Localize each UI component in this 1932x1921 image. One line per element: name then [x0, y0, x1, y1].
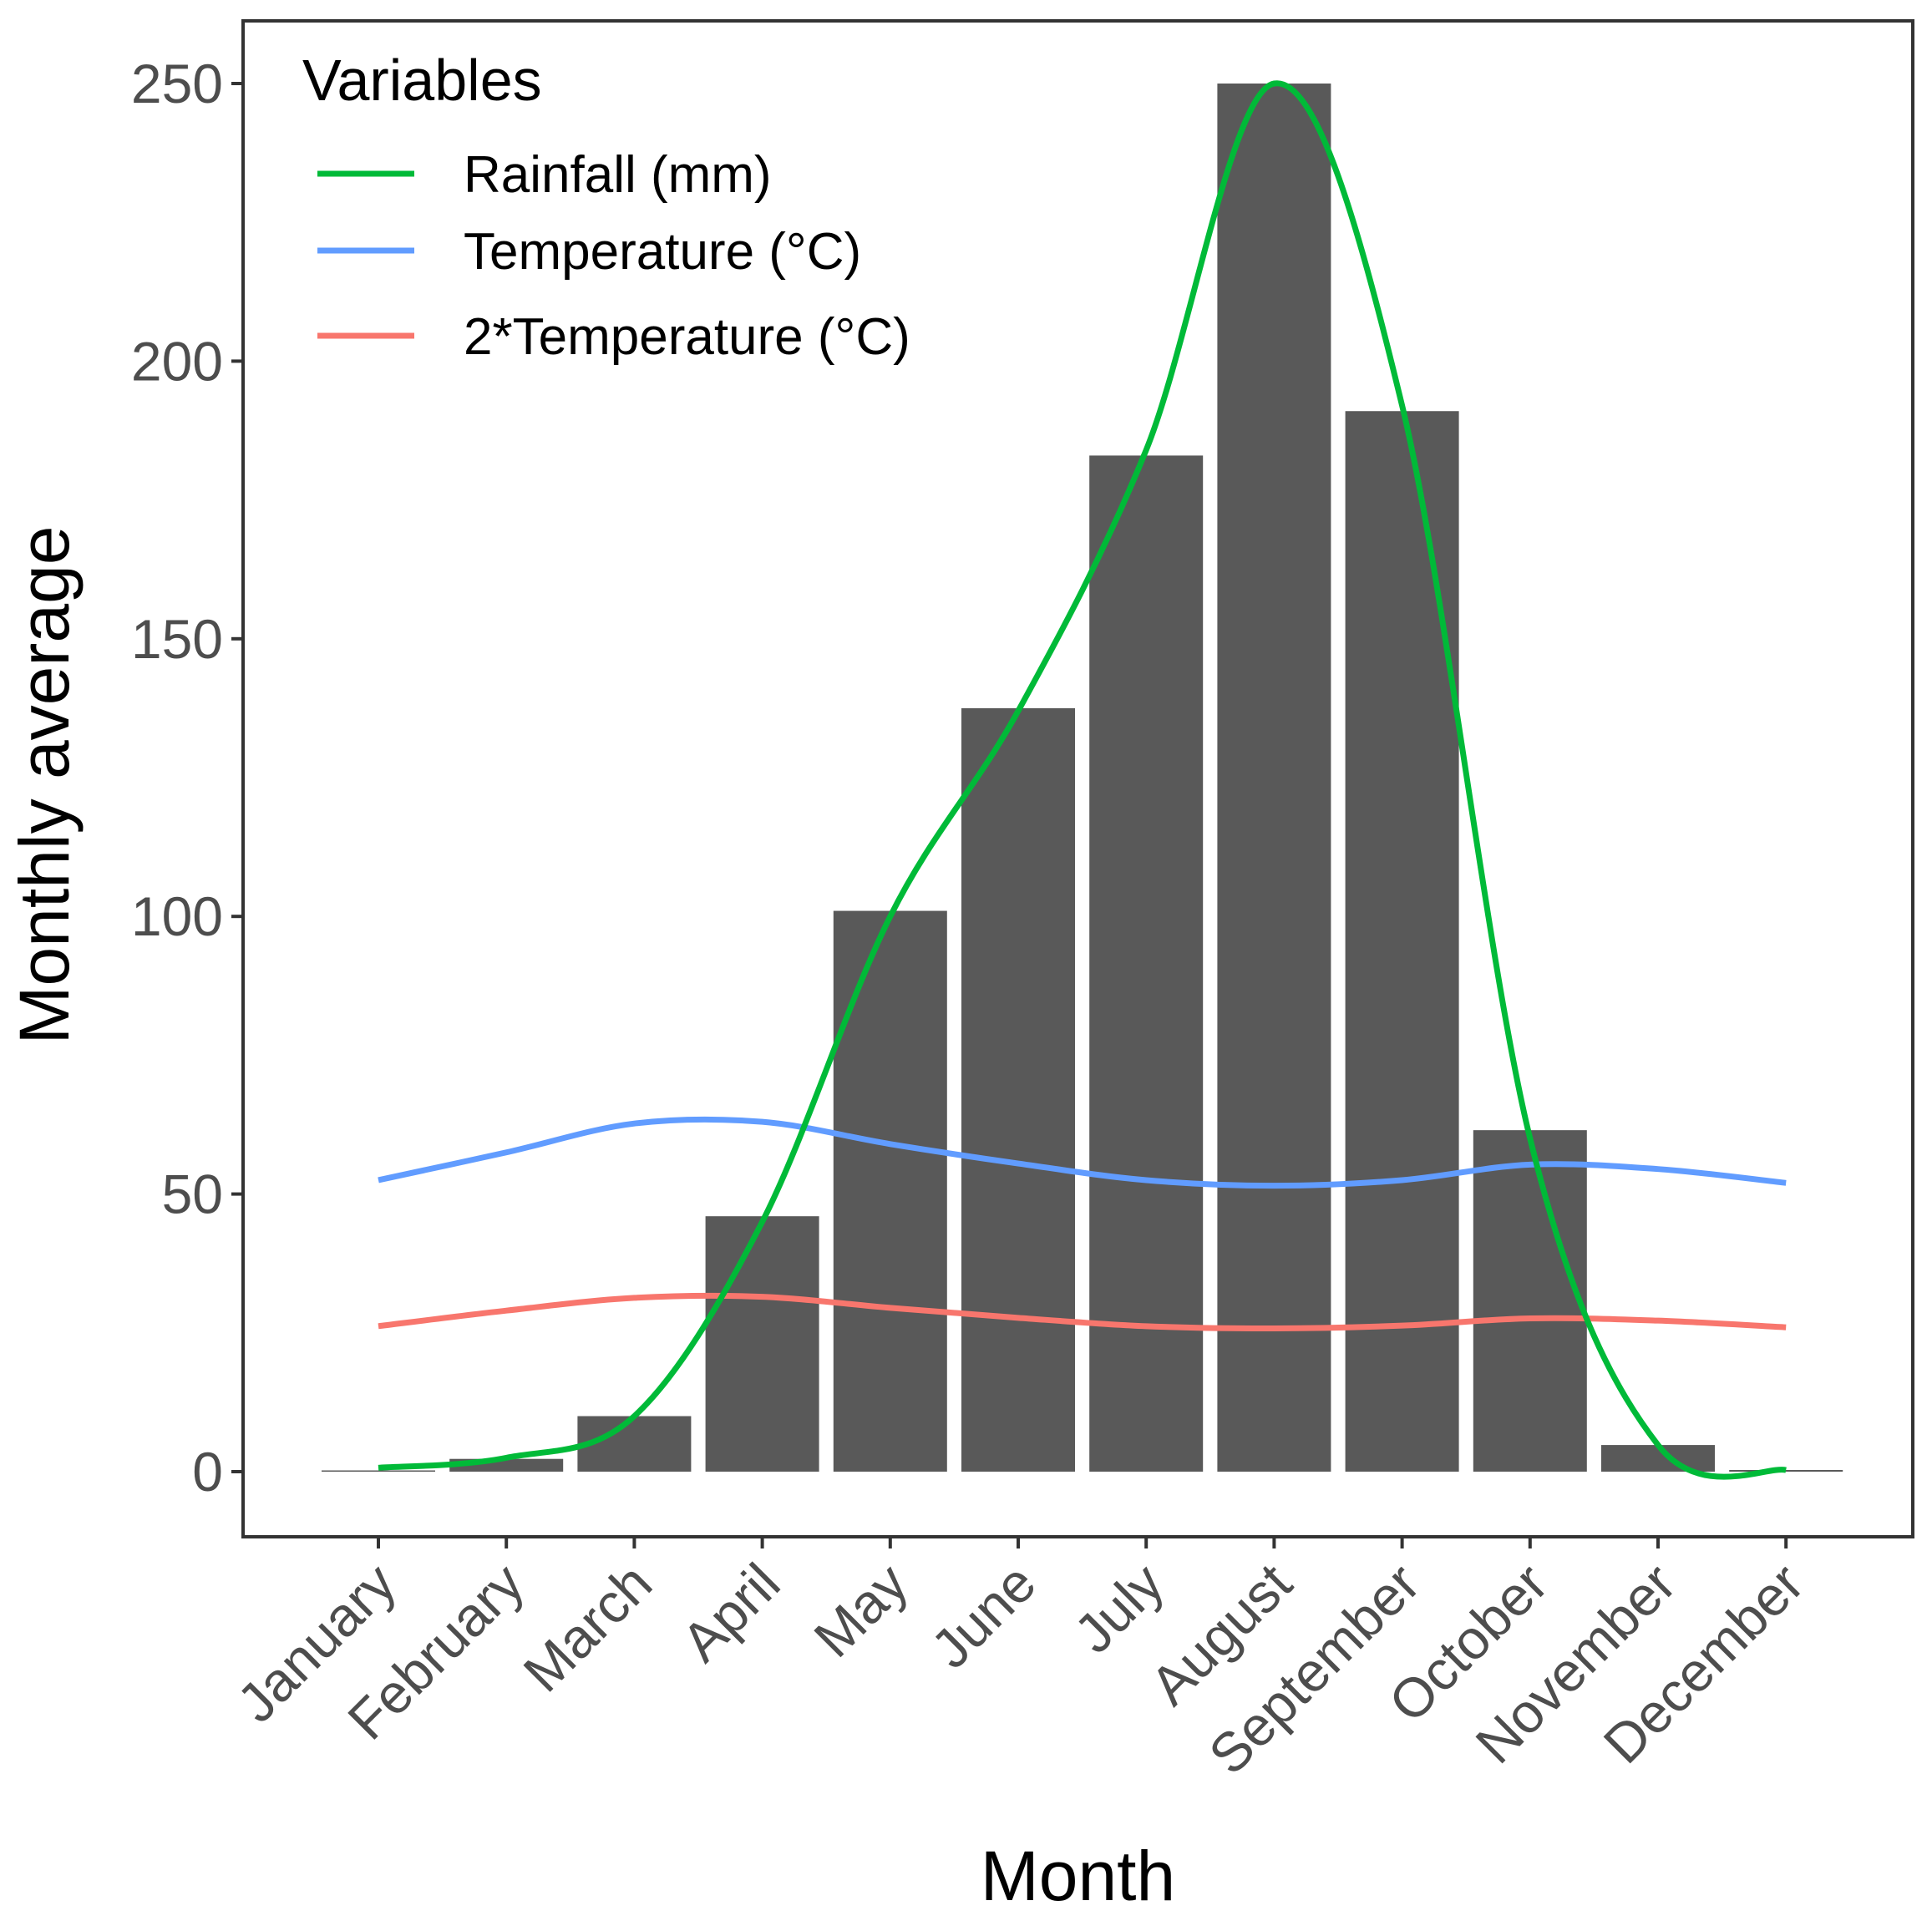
- x-axis-title: Month: [981, 1837, 1175, 1915]
- legend-label-temperature-c: Temperature (°C): [464, 223, 861, 281]
- y-tick-label-150: 150: [131, 608, 223, 670]
- line-temperature-c: [378, 1116, 1787, 1189]
- bar-august: [1217, 84, 1331, 1472]
- legend-label-2-temperature-c: 2*Temperature (°C): [464, 308, 910, 366]
- panel-border: [241, 19, 1914, 1538]
- bar-september: [1345, 411, 1459, 1472]
- y-tick-label-0: 0: [192, 1441, 223, 1503]
- bar-january: [322, 1470, 435, 1472]
- y-tick-label-50: 50: [162, 1163, 223, 1225]
- bar-march: [577, 1416, 692, 1472]
- y-tick-label-200: 200: [131, 330, 223, 392]
- bar-june: [961, 707, 1075, 1472]
- y-tick-label-250: 250: [131, 53, 223, 114]
- y-axis: 0 50 100 150 200 250: [131, 53, 243, 1503]
- lines-layer: [378, 80, 1787, 1480]
- y-axis-title: Monthly average: [5, 525, 84, 1044]
- legend-label-rainfall-mm: Rainfall (mm): [464, 146, 772, 204]
- bar-october: [1473, 1130, 1587, 1472]
- bar-july: [1089, 455, 1204, 1472]
- line-rainfall-mm: [378, 80, 1787, 1480]
- legend-title: Variables: [302, 48, 542, 113]
- bar-may: [833, 910, 947, 1472]
- legend: Variables Rainfall (mm) Temperature (°C) 2…: [302, 48, 910, 366]
- bar-april: [705, 1216, 819, 1472]
- bar-december: [1729, 1470, 1843, 1472]
- y-tick-label-100: 100: [131, 885, 223, 947]
- line-2-temperature-c: [378, 1292, 1787, 1331]
